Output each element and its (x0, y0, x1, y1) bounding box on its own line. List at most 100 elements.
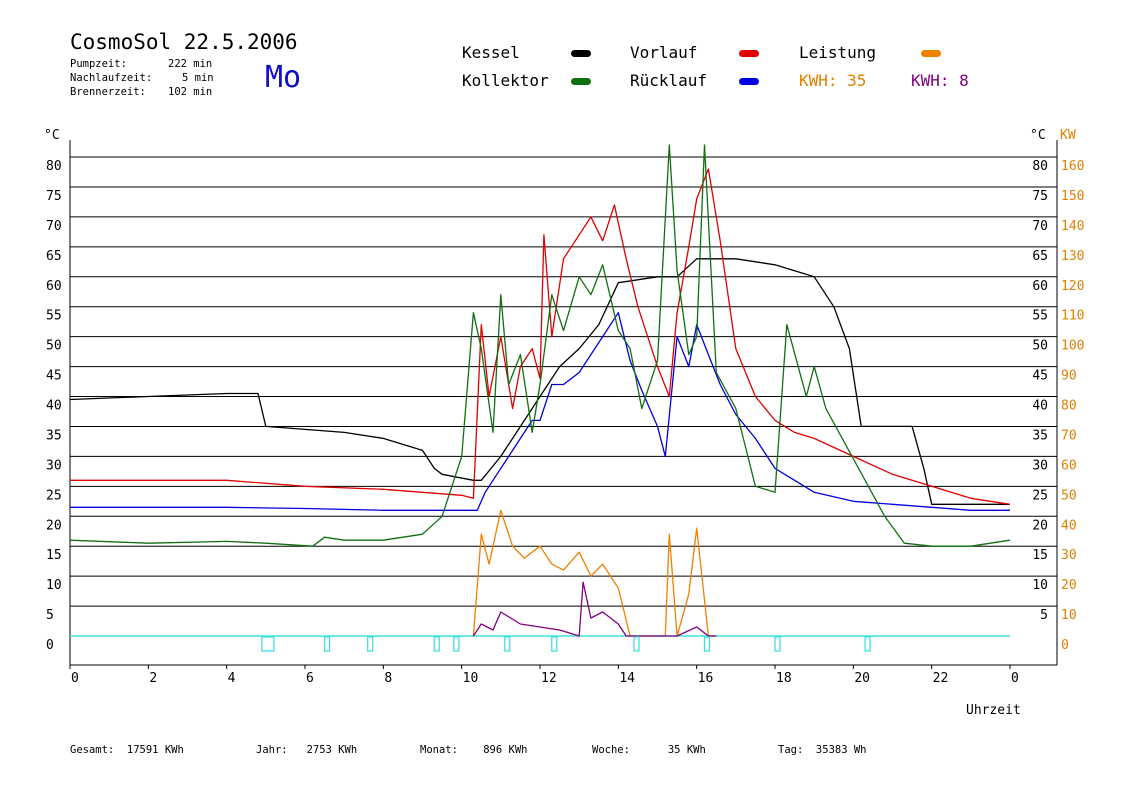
footer-woche: Woche: 35 KWh (592, 744, 706, 756)
y-tick-label-right-kw: 60 (1061, 458, 1077, 473)
y-tick-label-right-c: 65 (1032, 249, 1048, 264)
series-line-leistung (472, 509, 717, 637)
pump-marker (864, 636, 871, 652)
stat-value-pumpzeit: 222 min (168, 58, 213, 70)
pump-marker (551, 636, 558, 652)
y-tick-label-right-c: 15 (1032, 548, 1048, 563)
legend-kollektor-swatch (571, 78, 591, 85)
y-tick-label-right-c: 70 (1032, 219, 1048, 234)
tick-labels: 0510152025303540455055606570758051015202… (46, 159, 1084, 686)
legend-ruecklauf-swatch (739, 78, 759, 85)
y-tick-label-right-kw: 50 (1061, 488, 1077, 503)
pump-marker (774, 636, 781, 652)
y-tick-label-left: 20 (46, 518, 62, 533)
y-tick-label-right-c: 25 (1032, 488, 1048, 503)
y-tick-label-right-kw: 70 (1061, 428, 1077, 443)
x-tick-label: 4 (228, 671, 236, 686)
legend-leistung-label: Leistung (799, 43, 877, 62)
legend-vorlauf-swatch (739, 50, 759, 57)
footer-gesamt: Gesamt: 17591 KWh (70, 744, 184, 756)
y-tick-label-left: 55 (46, 309, 62, 324)
pump-marker (504, 636, 511, 652)
pump-marker (703, 636, 711, 652)
x-tick-label: 6 (306, 671, 314, 686)
legend-kollektor-label: Kollektor (462, 71, 549, 90)
y-tick-label-left: 15 (46, 548, 62, 563)
chart-title: CosmoSol 22.5.2006 (70, 30, 298, 54)
y-tick-label-left: 70 (46, 219, 62, 234)
pump-marker (633, 636, 640, 652)
legend-kessel-swatch (571, 50, 591, 57)
y-tick-label-right-c: 10 (1032, 578, 1048, 593)
y-tick-label-left: 5 (46, 608, 54, 623)
y-tick-label-right-kw: 120 (1061, 279, 1084, 294)
y-tick-label-right-kw: 160 (1061, 159, 1084, 174)
pump-marker (433, 636, 440, 652)
y-tick-label-right-c: 55 (1032, 309, 1048, 324)
legend-leistung-swatch (921, 50, 941, 57)
stat-value-nachlaufzeit: 5 min (182, 72, 214, 84)
footer-jahr: Jahr: 2753 KWh (256, 744, 358, 756)
y-tick-label-right-kw: 40 (1061, 518, 1077, 533)
series-line-kessel (69, 258, 1010, 505)
y-axis-unit-right-c: °C (1030, 128, 1046, 143)
y-tick-label-left: 40 (46, 399, 62, 414)
x-tick-label: 0 (71, 671, 79, 686)
y-tick-label-right-kw: 80 (1061, 399, 1077, 414)
y-tick-label-left: 25 (46, 488, 62, 503)
legend-ruecklauf-label: Rücklauf (630, 71, 708, 90)
footer-monat: Monat: 896 KWh (420, 744, 528, 756)
series-line-vorlauf (70, 168, 1011, 505)
x-axis-label: Uhrzeit (966, 703, 1021, 718)
legend-kwh1-value: 35 (847, 71, 867, 90)
x-tick-label: 10 (463, 671, 479, 686)
stat-label-pumpzeit: Pumpzeit: (70, 58, 127, 70)
y-tick-label-right-kw: 90 (1061, 369, 1077, 384)
y-tick-label-right-c: 20 (1032, 518, 1048, 533)
y-tick-label-left: 65 (46, 249, 62, 264)
x-tick-label: 8 (384, 671, 392, 686)
y-tick-label-left: 60 (46, 279, 62, 294)
pump-markers (261, 636, 871, 652)
legend-kessel-label: Kessel (462, 43, 520, 62)
y-tick-label-right-c: 60 (1032, 279, 1048, 294)
y-tick-label-right-kw: 130 (1061, 249, 1084, 264)
stat-label-brennerzeit: Brennerzeit: (70, 86, 146, 98)
x-tick-label: 16 (698, 671, 714, 686)
y-tick-label-right-c: 35 (1032, 428, 1048, 443)
y-axis-unit-left: °C (44, 128, 60, 143)
series-line-r-cklauf (70, 312, 1010, 511)
series-line-kwh-8 (472, 581, 717, 637)
axes (69, 140, 1058, 669)
y-tick-label-right-kw: 150 (1061, 189, 1084, 204)
pump-marker (367, 636, 374, 652)
x-tick-label: 0 (1011, 671, 1019, 686)
pump-marker (453, 636, 460, 652)
legend-vorlauf-label: Vorlauf (630, 43, 698, 62)
y-tick-label-left: 45 (46, 369, 62, 384)
weekday-label: Mo (265, 60, 302, 95)
y-tick-label-right-kw: 10 (1061, 608, 1077, 623)
y-tick-label-right-kw: 0 (1061, 638, 1069, 653)
y-tick-label-left: 35 (46, 428, 62, 443)
gridlines (70, 156, 1057, 607)
series-lines (69, 144, 1011, 637)
legend-kwh2-value: 8 (959, 71, 969, 90)
y-tick-label-left: 30 (46, 458, 62, 473)
x-tick-label: 12 (541, 671, 557, 686)
y-tick-label-right-kw: 140 (1061, 219, 1084, 234)
y-tick-label-left: 75 (46, 189, 62, 204)
y-tick-label-left: 80 (46, 159, 62, 174)
y-tick-label-right-kw: 100 (1061, 339, 1084, 354)
x-tick-label: 18 (776, 671, 792, 686)
x-tick-label: 2 (149, 671, 157, 686)
x-tick-label: 22 (933, 671, 949, 686)
footer-tag: Tag: 35383 Wh (778, 744, 867, 756)
x-tick-label: 20 (854, 671, 870, 686)
x-tick-label: 14 (619, 671, 635, 686)
y-tick-label-left: 0 (46, 638, 54, 653)
series-line-kollektor (69, 144, 1011, 547)
stat-label-nachlaufzeit: Nachlaufzeit: (70, 72, 153, 84)
y-tick-label-right-kw: 30 (1061, 548, 1077, 563)
